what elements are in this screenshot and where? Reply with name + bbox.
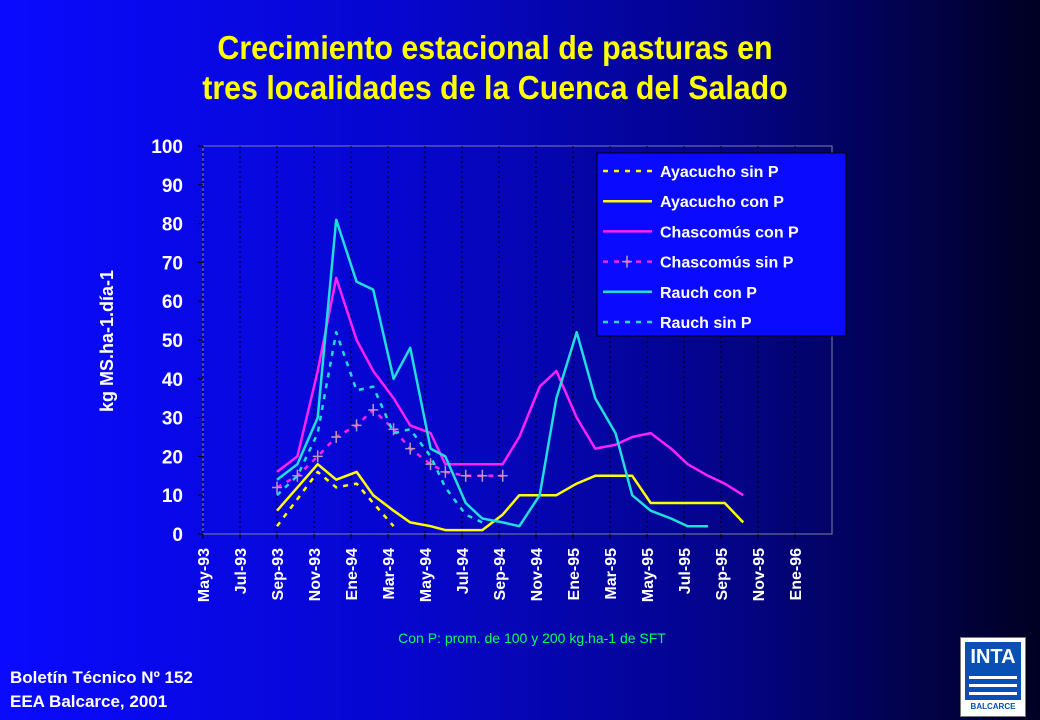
axis-layer: 0 10 20 30 40 50 60 70 80 90 100 May-93 Jul-93 Sep-93… — [151, 137, 805, 602]
logo-stripe — [969, 692, 1017, 695]
y-tick-label: 60 — [162, 292, 183, 313]
footnote: Con P: prom. de 100 y 200 kg.ha-1 de SFT — [398, 630, 666, 646]
x-tick-label: Ene-94 — [344, 548, 361, 601]
data-point — [405, 442, 416, 455]
line-chart: 0 10 20 30 40 50 60 70 80 90 100 May-93 Jul-93 Sep-93… — [97, 137, 847, 646]
legend-label: Ayacucho sin P — [660, 164, 779, 181]
y-tick-label: 30 — [162, 409, 183, 430]
logo-text: INTA — [970, 646, 1016, 668]
footer: Boletín Técnico Nº 152 EEA Balcarce, 200… — [10, 666, 193, 714]
x-tick-label: Sep-94 — [492, 548, 509, 601]
legend-label: Rauch con P — [660, 285, 757, 302]
legend-label: Chascomús con P — [660, 224, 799, 241]
y-tick-label: 100 — [151, 137, 183, 158]
legend-box — [596, 152, 847, 337]
y-tick-label: 0 — [172, 525, 183, 546]
y-tick-label: 20 — [162, 447, 183, 468]
data-point — [272, 481, 282, 494]
x-tick-label: Ene-96 — [788, 548, 805, 601]
x-tick-label: Nov-93 — [307, 548, 324, 601]
y-tick-label: 10 — [162, 486, 183, 507]
y-tick-label: 50 — [162, 331, 183, 352]
series-line — [276, 470, 395, 528]
data-point — [312, 450, 323, 463]
logo-stripe — [969, 676, 1017, 679]
y-axis-label: kg MS.ha-1.día-1 — [97, 270, 117, 412]
legend-label: Chascomús sin P — [660, 255, 794, 272]
y-tick-label: 80 — [162, 215, 183, 236]
footer-institution: EEA Balcarce, 2001 — [10, 692, 168, 711]
y-tick-label: 90 — [162, 176, 183, 197]
y-tick-label: 70 — [162, 253, 183, 274]
legend-label: Rauch sin P — [660, 315, 752, 332]
x-tick-label: Jul-94 — [455, 548, 472, 594]
chart-title-line1: Crecimiento estacional de pasturas en — [217, 29, 773, 66]
y-tick-label: 40 — [162, 370, 183, 391]
data-point — [351, 419, 362, 432]
data-point — [331, 431, 342, 443]
logo-emblem: INTA — [965, 642, 1021, 700]
data-point — [388, 423, 399, 436]
x-tick-label: Nov-94 — [529, 548, 546, 601]
data-point — [497, 469, 508, 482]
inta-logo: INTA BALCARCE — [960, 637, 1026, 717]
x-tick-label: May-95 — [640, 548, 657, 602]
x-tick-label: Sep-95 — [714, 548, 731, 601]
legend: Ayacucho sin P Ayacucho con P Chascomús co… — [596, 152, 847, 337]
x-tick-label: Jul-93 — [233, 548, 250, 594]
data-point — [292, 469, 303, 482]
series-line — [276, 218, 708, 528]
footer-bulletin: Boletín Técnico Nº 152 — [10, 668, 193, 687]
logo-stripe — [969, 684, 1017, 687]
series-line — [276, 330, 483, 524]
x-tick-label: May-94 — [418, 548, 435, 602]
series-line — [276, 276, 744, 497]
data-point — [460, 469, 471, 482]
chart-title: Crecimiento estacional de pasturas en tr… — [40, 28, 951, 108]
x-tick-label: Jul-95 — [677, 548, 694, 594]
series-layer — [272, 218, 745, 532]
data-point — [477, 469, 488, 482]
x-tick-label: Mar-95 — [603, 548, 620, 600]
x-tick-label: Mar-94 — [381, 548, 398, 600]
legend-marker — [622, 255, 632, 268]
x-tick-label: Ene-95 — [566, 548, 583, 601]
x-tick-label: May-93 — [196, 548, 213, 602]
legend-label: Ayacucho con P — [660, 194, 784, 211]
chart-title-line2: tres localidades de la Cuenca del Salado — [202, 69, 788, 106]
series-line — [276, 462, 745, 532]
x-tick-label: Nov-95 — [751, 548, 768, 601]
data-point — [440, 465, 451, 478]
x-tick-label: Sep-93 — [270, 548, 287, 601]
data-point — [368, 403, 379, 416]
logo-subtext: BALCARCE — [970, 702, 1016, 711]
